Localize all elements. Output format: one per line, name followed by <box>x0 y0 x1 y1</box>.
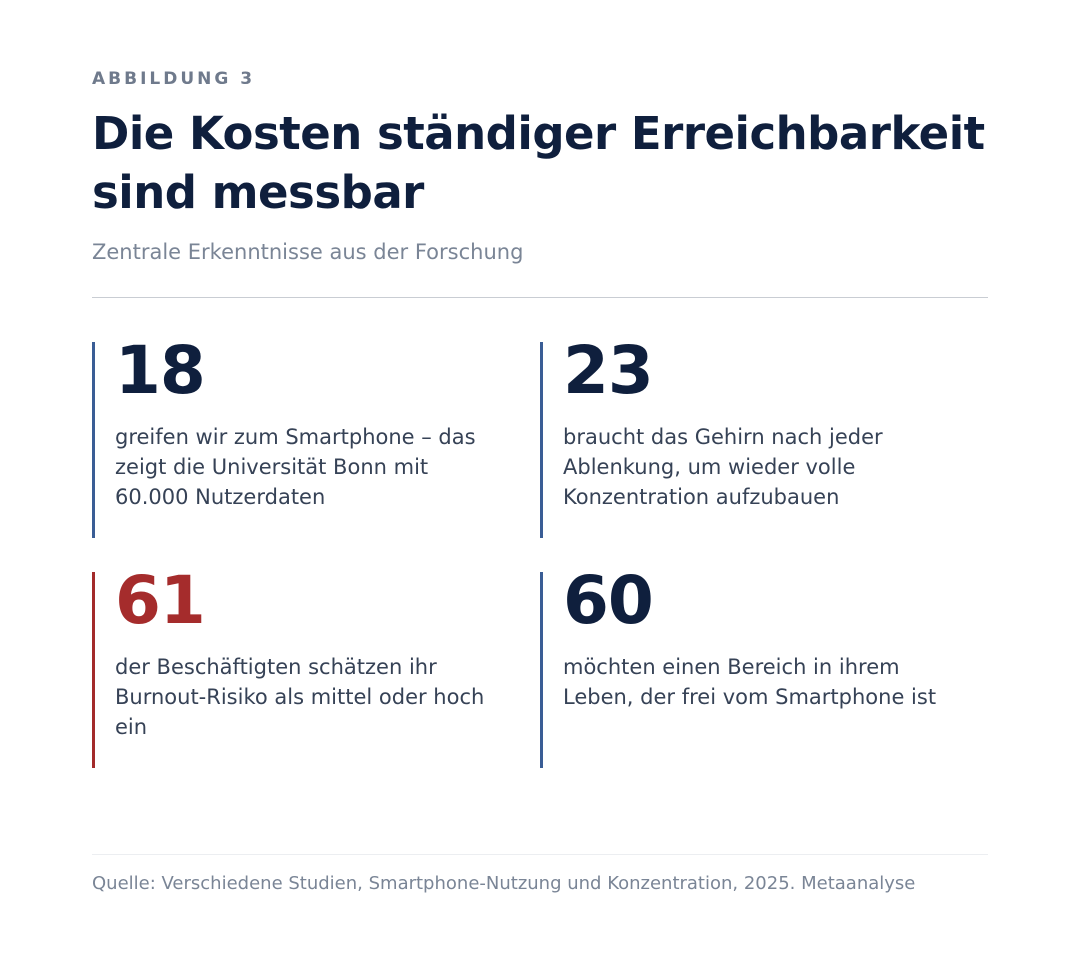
figure-label: ABBILDUNG 3 <box>92 69 256 89</box>
stat-card-1: 18 greifen wir zum Smartphone – das zeig… <box>92 338 492 538</box>
stat-description: möchten einen Bereich in ihrem Leben, de… <box>563 655 937 709</box>
page-title: Die Kosten ständiger Erreichbarkeit sind… <box>92 107 985 219</box>
stat-value: 61 <box>115 562 206 639</box>
stat-value: 60 <box>563 562 654 639</box>
stat-card-3: 61 der Beschäftigten schätzen ihr Burnou… <box>92 568 492 768</box>
figure-card: ABBILDUNG 3 Die Kosten ständiger Erreich… <box>92 0 988 958</box>
stat-value: 23 <box>563 332 654 409</box>
stat-card-2: 23 braucht das Gehirn nach jeder Ablenku… <box>540 338 940 538</box>
header-divider <box>92 297 988 298</box>
stat-description: greifen wir zum Smartphone – das zeigt d… <box>115 425 476 509</box>
footer-divider <box>92 854 988 855</box>
stat-card-4: 60 möchten einen Bereich in ihrem Leben,… <box>540 568 940 768</box>
stat-description: braucht das Gehirn nach jeder Ablenkung,… <box>563 425 883 509</box>
stat-description: der Beschäftigten schätzen ihr Burnout-R… <box>115 655 485 739</box>
stat-value: 18 <box>115 332 206 409</box>
source-note: Quelle: Verschiedene Studien, Smartphone… <box>92 873 916 894</box>
page-subtitle: Zentrale Erkenntnisse aus der Forschung <box>92 240 524 264</box>
